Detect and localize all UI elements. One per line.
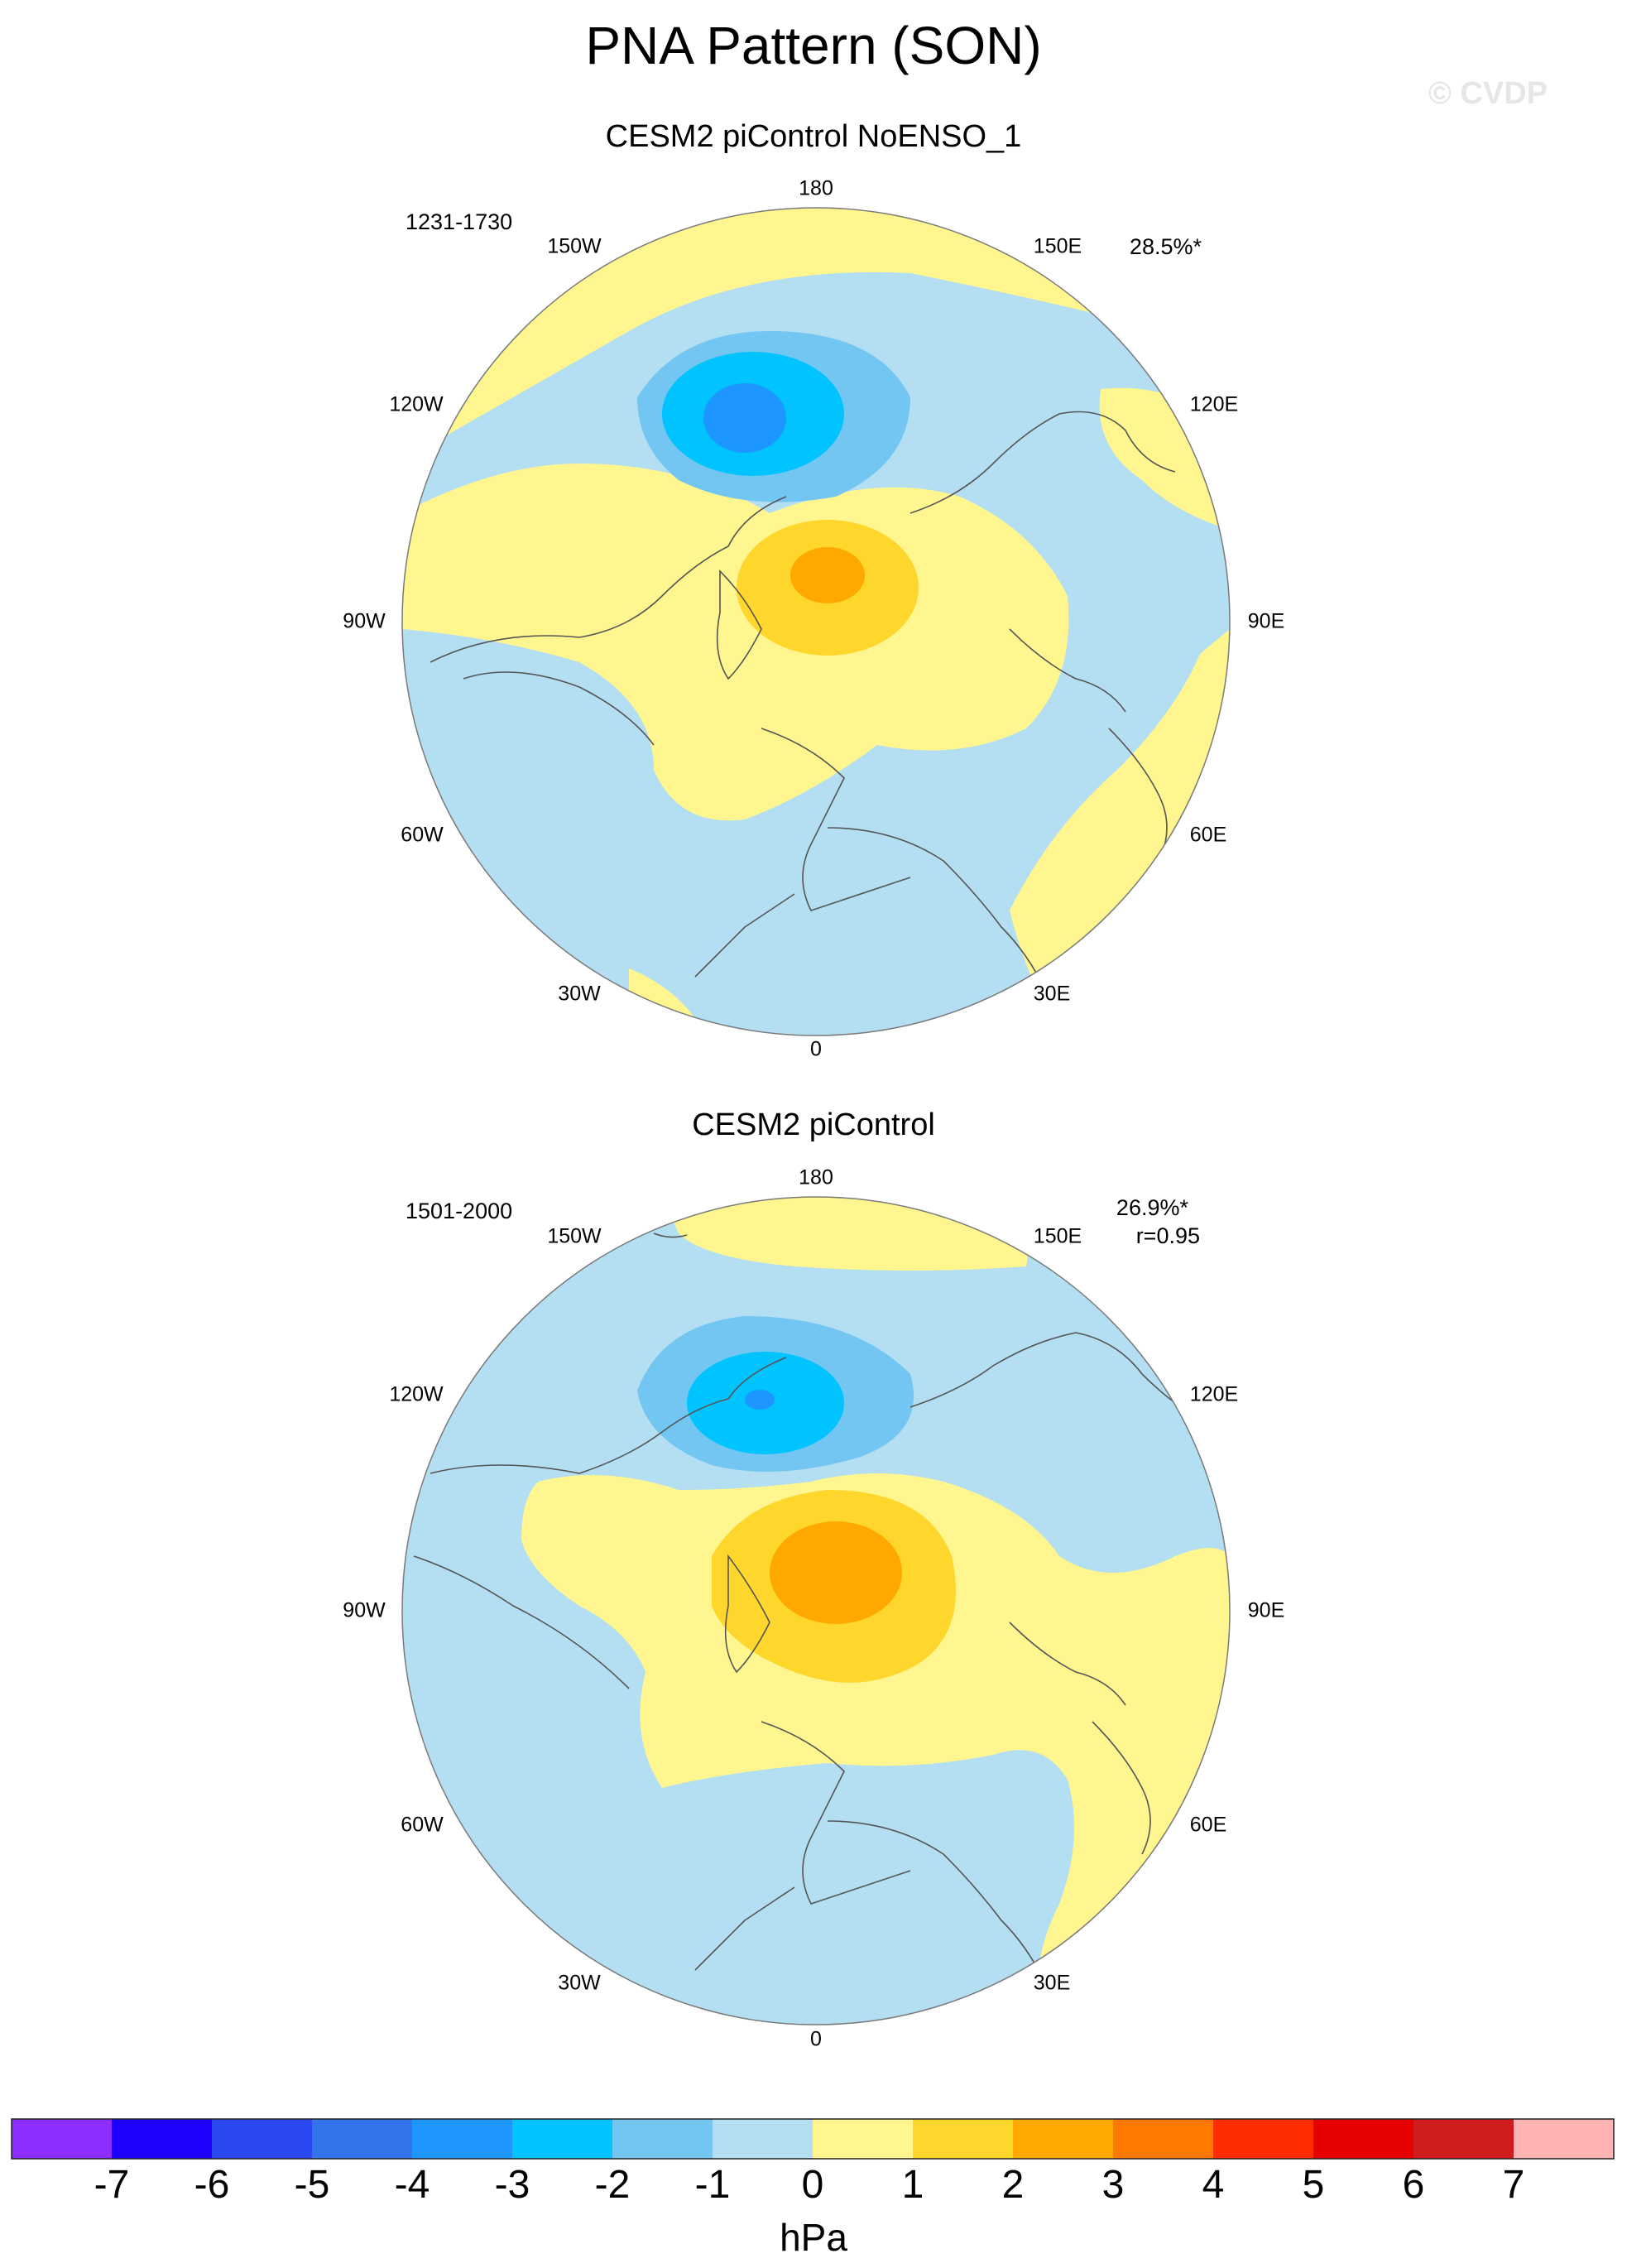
colorbar-bin-5 — [412, 2119, 512, 2159]
panel-2-correlation: r=0.95 — [1135, 1223, 1200, 1248]
panel-2-lon-120e: 120E — [1189, 1382, 1239, 1406]
watermark: © CVDP — [1428, 76, 1548, 111]
panel-1-lon-90e: 90E — [1247, 609, 1285, 633]
panel-1-lon-30w: 30W — [558, 982, 601, 1006]
panel-1-lon-0: 0 — [810, 1037, 822, 1061]
colorbar-label: -3 — [494, 2163, 530, 2207]
panel-1-map — [402, 208, 1230, 1035]
panel-1-lon-30e: 30E — [1033, 982, 1071, 1006]
panel-2-title: CESM2 piControl — [692, 1108, 935, 1142]
panel-2-lon-90w: 90W — [343, 1598, 386, 1622]
colorbar-label: 2 — [1001, 2163, 1025, 2207]
colorbar — [11, 2118, 1615, 2160]
panel-1-lon-90w: 90W — [343, 609, 386, 633]
panel-2-map — [402, 1197, 1230, 2025]
panel-2-lon-90e: 90E — [1247, 1598, 1285, 1622]
panel-2-coastlines — [413, 1233, 1209, 1979]
colorbar-label: 4 — [1202, 2163, 1225, 2207]
colorbar-label: -4 — [394, 2163, 430, 2207]
colorbar-label: 0 — [801, 2163, 824, 2207]
panel-2-field-pos1-center — [521, 1473, 1230, 2025]
panel-1-title: CESM2 piControl NoENSO_1 — [605, 119, 1022, 154]
colorbar-label: -7 — [94, 2163, 130, 2207]
colorbar-label: 6 — [1402, 2163, 1425, 2207]
panel-1-lon-150e: 150E — [1033, 234, 1082, 258]
figure-title: PNA Pattern (SON) — [585, 16, 1042, 75]
panel-2-lon-30w: 30W — [558, 1971, 601, 1995]
colorbar-label: 1 — [901, 2163, 924, 2207]
panel-2-lon-60e: 60E — [1189, 1813, 1227, 1837]
panel-2-lon-180: 180 — [799, 1165, 833, 1189]
panel-2-lon-120w: 120W — [389, 1382, 444, 1406]
panel-2-period: 1501-2000 — [406, 1199, 513, 1223]
colorbar-bin-7 — [612, 2119, 713, 2159]
colorbar-bin-16 — [1514, 2119, 1614, 2159]
colorbar-bin-14 — [1313, 2119, 1413, 2159]
panel-1-field-pos3 — [790, 547, 865, 603]
panel-1-map-boundary — [401, 207, 1231, 1036]
colorbar-bin-8 — [713, 2119, 813, 2159]
colorbar-bin-13 — [1213, 2119, 1313, 2159]
colorbar-bin-11 — [1013, 2119, 1113, 2159]
colorbar-label: 7 — [1502, 2163, 1525, 2207]
colorbar-frame — [11, 2118, 1615, 2160]
panel-2-field-pos3 — [770, 1521, 902, 1624]
panel-1-period: 1231-1730 — [406, 209, 513, 234]
colorbar-label: -5 — [294, 2163, 330, 2207]
panel-2-field-neg4 — [745, 1390, 775, 1410]
panel-2-lon-150w: 150W — [547, 1224, 602, 1248]
panel-1-lon-120e: 120E — [1189, 392, 1239, 416]
colorbar-label: -6 — [194, 2163, 230, 2207]
colorbar-bin-3 — [212, 2119, 312, 2159]
colorbar-units: hPa — [780, 2216, 847, 2259]
panel-1-coastlines — [430, 214, 1176, 986]
panel-1-lon-60w: 60W — [401, 823, 444, 847]
panel-2-lon-30e: 30E — [1033, 1971, 1071, 1995]
panel-2-lon-150e: 150E — [1033, 1224, 1082, 1248]
colorbar-bin-2 — [112, 2119, 212, 2159]
panel-1-lon-180: 180 — [799, 176, 833, 200]
panel-1-variance: 28.5%* — [1129, 234, 1202, 259]
panel-1-field-neg4 — [703, 383, 786, 453]
colorbar-bin-10 — [913, 2119, 1013, 2159]
colorbar-bin-4 — [312, 2119, 412, 2159]
panel-1-lon-60e: 60E — [1189, 823, 1227, 847]
panel-1-field-pos1-north — [402, 208, 1230, 464]
panel-1-lon-120w: 120W — [389, 392, 444, 416]
colorbar-label: -2 — [594, 2163, 631, 2207]
panel-2-lon-60w: 60W — [401, 1813, 444, 1837]
panel-2-variance: 26.9%* — [1116, 1195, 1188, 1220]
colorbar-bin-12 — [1113, 2119, 1213, 2159]
panel-2-map-boundary — [401, 1196, 1231, 2025]
panel-2-lon-0: 0 — [810, 2027, 822, 2051]
colorbar-bin-9 — [813, 2119, 913, 2159]
colorbar-label: 5 — [1302, 2163, 1325, 2207]
colorbar-label: -1 — [694, 2163, 731, 2207]
colorbar-bin-15 — [1413, 2119, 1514, 2159]
colorbar-bin-6 — [512, 2119, 612, 2159]
panel-1-lon-150w: 150W — [547, 234, 602, 258]
colorbar-bin-1 — [12, 2119, 112, 2159]
colorbar-label: 3 — [1101, 2163, 1125, 2207]
